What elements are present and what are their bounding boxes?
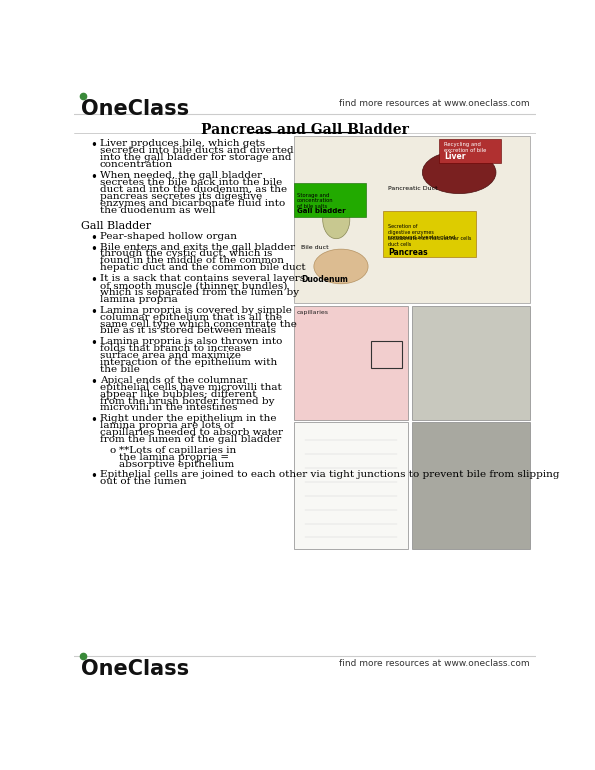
Text: find more resources at www.oneclass.com: find more resources at www.oneclass.com — [340, 659, 530, 668]
Text: Pancreas: Pancreas — [389, 248, 428, 257]
Text: Recycling and
excretion of bile: Recycling and excretion of bile — [444, 142, 486, 153]
FancyBboxPatch shape — [294, 306, 408, 420]
Text: concentration: concentration — [100, 160, 173, 169]
Text: lamina propria are lots of: lamina propria are lots of — [100, 421, 234, 430]
FancyBboxPatch shape — [412, 306, 530, 420]
Text: OneClass: OneClass — [80, 659, 189, 679]
Text: from the brush border formed by: from the brush border formed by — [100, 397, 274, 406]
Text: Bile duct: Bile duct — [301, 245, 328, 249]
Ellipse shape — [314, 249, 368, 284]
Text: out of the lumen: out of the lumen — [100, 477, 187, 487]
Text: same cell type which concentrate the: same cell type which concentrate the — [100, 320, 297, 329]
Text: Gall Bladder: Gall Bladder — [80, 221, 151, 231]
Text: Apical ends of the columnar: Apical ends of the columnar — [100, 376, 248, 385]
Text: OneClass: OneClass — [80, 99, 189, 119]
Text: into the gall bladder for storage and: into the gall bladder for storage and — [100, 153, 292, 162]
Ellipse shape — [422, 151, 496, 193]
Text: It is a sack that contains several layers: It is a sack that contains several layer… — [100, 274, 305, 283]
FancyBboxPatch shape — [294, 422, 408, 549]
Text: Storage and
concentration
of bile salts: Storage and concentration of bile salts — [297, 192, 333, 209]
Text: Liver: Liver — [444, 152, 465, 161]
Text: capillaries: capillaries — [297, 310, 329, 315]
Text: the bile: the bile — [100, 365, 140, 374]
Text: pancreas secretes its digestive: pancreas secretes its digestive — [100, 192, 262, 201]
Text: epithelial cells have microvilli that: epithelial cells have microvilli that — [100, 383, 281, 392]
FancyBboxPatch shape — [294, 136, 530, 303]
Text: appear like bubbles; different: appear like bubbles; different — [100, 390, 256, 399]
Text: Secretion of
digestive enzymes
bicarbonate-rich fluid  acinar cells
duct cells: Secretion of digestive enzymes bicarbona… — [389, 225, 472, 247]
Text: absorptive epithelium: absorptive epithelium — [120, 460, 234, 469]
Text: microvilli in the intestines: microvilli in the intestines — [100, 403, 237, 413]
Text: •: • — [90, 171, 97, 184]
Text: Pear-shaped hollow organ: Pear-shaped hollow organ — [100, 232, 237, 241]
Text: When needed, the gall bladder: When needed, the gall bladder — [100, 171, 262, 180]
Text: from the lumen of the gall bladder: from the lumen of the gall bladder — [100, 435, 281, 444]
Text: compound alveolar gland: compound alveolar gland — [389, 235, 456, 239]
Text: which is separated from the lumen by: which is separated from the lumen by — [100, 288, 299, 297]
FancyBboxPatch shape — [383, 211, 476, 257]
Text: secreted into bile ducts and diverted: secreted into bile ducts and diverted — [100, 146, 293, 156]
Text: of smooth muscle (thinner bundles): of smooth muscle (thinner bundles) — [100, 281, 287, 290]
Text: Bile enters and exits the gall bladder: Bile enters and exits the gall bladder — [100, 243, 295, 252]
Text: secretes the bile back into the bile: secretes the bile back into the bile — [100, 178, 282, 187]
Text: found in the middle of the common: found in the middle of the common — [100, 256, 284, 266]
Text: •: • — [90, 414, 97, 427]
Text: **Lots of capillaries in: **Lots of capillaries in — [120, 446, 237, 455]
Text: Lamina propria is covered by simple: Lamina propria is covered by simple — [100, 306, 292, 315]
Text: folds that branch to increase: folds that branch to increase — [100, 344, 252, 353]
Ellipse shape — [322, 200, 350, 239]
Text: duct and into the duodenum, as the: duct and into the duodenum, as the — [100, 185, 287, 194]
Text: enzymes and bicarbonate fluid into: enzymes and bicarbonate fluid into — [100, 199, 285, 208]
Text: the duodenum as well: the duodenum as well — [100, 206, 215, 215]
Text: Gall bladder: Gall bladder — [297, 208, 346, 214]
Text: •: • — [90, 139, 97, 152]
Text: Epithelial cells are joined to each other via tight junctions to prevent bile fr: Epithelial cells are joined to each othe… — [100, 470, 559, 480]
Text: Pancreatic Duct: Pancreatic Duct — [389, 186, 438, 191]
Text: o: o — [109, 446, 115, 455]
Text: Liver produces bile, which gets: Liver produces bile, which gets — [100, 139, 265, 149]
Text: through the cystic duct, which is: through the cystic duct, which is — [100, 249, 273, 259]
Text: Pancreas and Gall Bladder: Pancreas and Gall Bladder — [201, 123, 409, 137]
Text: the lamina propria =: the lamina propria = — [120, 453, 230, 462]
Text: columnar epithelium that is all the: columnar epithelium that is all the — [100, 313, 282, 322]
Text: •: • — [90, 376, 97, 389]
Text: hepatic duct and the common bile duct: hepatic duct and the common bile duct — [100, 263, 306, 273]
Text: •: • — [90, 274, 97, 287]
Text: •: • — [90, 306, 97, 319]
Text: bile as it is stored between meals: bile as it is stored between meals — [100, 326, 276, 336]
FancyBboxPatch shape — [440, 139, 502, 163]
Text: surface area and maximize: surface area and maximize — [100, 351, 241, 360]
Text: Duodenum: Duodenum — [301, 275, 347, 284]
Text: •: • — [90, 337, 97, 350]
FancyBboxPatch shape — [295, 183, 366, 217]
Text: •: • — [90, 470, 97, 484]
FancyBboxPatch shape — [412, 422, 530, 549]
Text: interaction of the epithelium with: interaction of the epithelium with — [100, 358, 277, 367]
Text: •: • — [90, 232, 97, 245]
Text: lamina propria: lamina propria — [100, 295, 178, 304]
Text: find more resources at www.oneclass.com: find more resources at www.oneclass.com — [340, 99, 530, 108]
Text: Right under the epithelium in the: Right under the epithelium in the — [100, 414, 277, 424]
Text: •: • — [90, 243, 97, 256]
Text: Lamina propria is also thrown into: Lamina propria is also thrown into — [100, 337, 282, 346]
Text: capillaries needed to absorb water: capillaries needed to absorb water — [100, 428, 283, 437]
